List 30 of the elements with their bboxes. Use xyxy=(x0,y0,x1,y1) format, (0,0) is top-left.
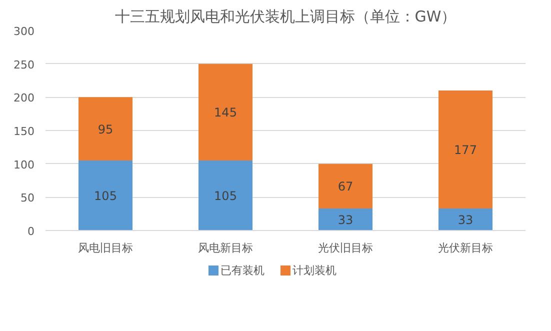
data-label: 33 xyxy=(338,213,354,227)
data-label: 105 xyxy=(214,189,237,203)
bar xyxy=(198,160,252,230)
data-label: 177 xyxy=(454,143,477,157)
bar xyxy=(318,208,372,230)
bar xyxy=(438,208,492,230)
data-label: 145 xyxy=(214,106,237,120)
bar xyxy=(438,90,492,208)
x-tick-label: 光伏旧目标 xyxy=(318,242,373,254)
legend-label: 计划装机 xyxy=(292,264,337,277)
data-label: 105 xyxy=(94,189,117,203)
data-label: 33 xyxy=(458,213,474,227)
bar xyxy=(78,160,132,230)
x-tick-label: 光伏新目标 xyxy=(438,242,493,254)
bar xyxy=(318,164,372,208)
y-tick-label: 150 xyxy=(14,125,35,138)
chart-title: 十三五规划风电和光伏装机上调目标（单位：GW） xyxy=(114,8,456,26)
bar xyxy=(78,97,132,160)
x-tick-label: 风电新目标 xyxy=(198,242,253,254)
y-tick-label: 0 xyxy=(28,225,34,238)
x-tick-label: 风电旧目标 xyxy=(78,242,133,254)
y-tick-label: 250 xyxy=(14,58,35,72)
y-tick-label: 50 xyxy=(20,192,35,205)
legend-label: 已有装机 xyxy=(220,264,265,277)
bar xyxy=(198,64,252,160)
data-label: 95 xyxy=(98,122,114,136)
y-tick-label: 200 xyxy=(14,92,35,105)
data-label: 67 xyxy=(338,180,354,194)
y-tick-label: 300 xyxy=(14,25,35,38)
y-tick-label: 100 xyxy=(14,158,35,172)
